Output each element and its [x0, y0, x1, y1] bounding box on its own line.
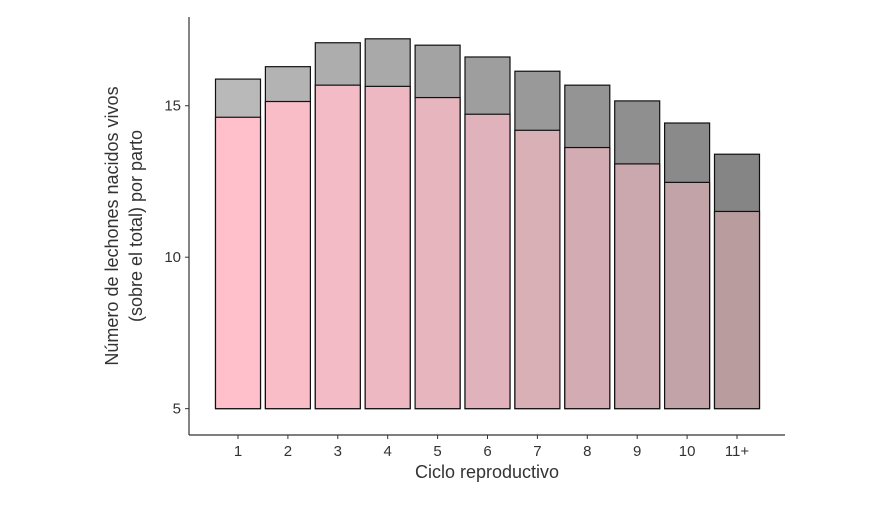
live-bar-11+	[713, 210, 761, 410]
y-axis-label-line2: (sobre el total) por parto	[126, 130, 146, 322]
x-ticks: 1 2 3 4 5 6 7 8 9 10 11+	[234, 435, 750, 460]
live-bar-8	[564, 146, 611, 410]
live-bar-1	[214, 116, 262, 410]
x-tick-label: 8	[583, 443, 591, 460]
live-bar-9	[614, 163, 661, 410]
x-tick-label: 3	[334, 443, 342, 460]
x-axis-label: Ciclo reproductivo	[415, 462, 559, 482]
live-bar-7	[514, 129, 561, 410]
x-tick-label: 6	[483, 443, 491, 460]
x-tick-label: 9	[633, 443, 641, 460]
live-bar-3	[314, 84, 361, 410]
x-tick-label: 2	[284, 443, 292, 460]
x-tick-label: 4	[384, 443, 392, 460]
bars-group	[214, 38, 761, 410]
x-tick-label: 7	[533, 443, 541, 460]
x-tick-label: 11+	[725, 443, 750, 460]
y-tick-label: 10	[164, 249, 181, 266]
live-bar-10	[663, 181, 711, 410]
live-bar-4	[364, 85, 411, 410]
y-axis-label-line1: Número de lechones nacidos vivos	[102, 86, 122, 365]
x-tick-label: 5	[433, 443, 441, 460]
y-tick-label: 5	[173, 401, 181, 418]
y-tick-label: 15	[164, 98, 181, 115]
x-tick-label: 1	[234, 443, 242, 460]
live-bar-6	[464, 113, 511, 410]
x-tick-label: 10	[679, 443, 696, 460]
live-bar-5	[414, 96, 461, 410]
y-ticks: 5 10 15	[164, 98, 189, 418]
live-bar-2	[264, 100, 311, 410]
